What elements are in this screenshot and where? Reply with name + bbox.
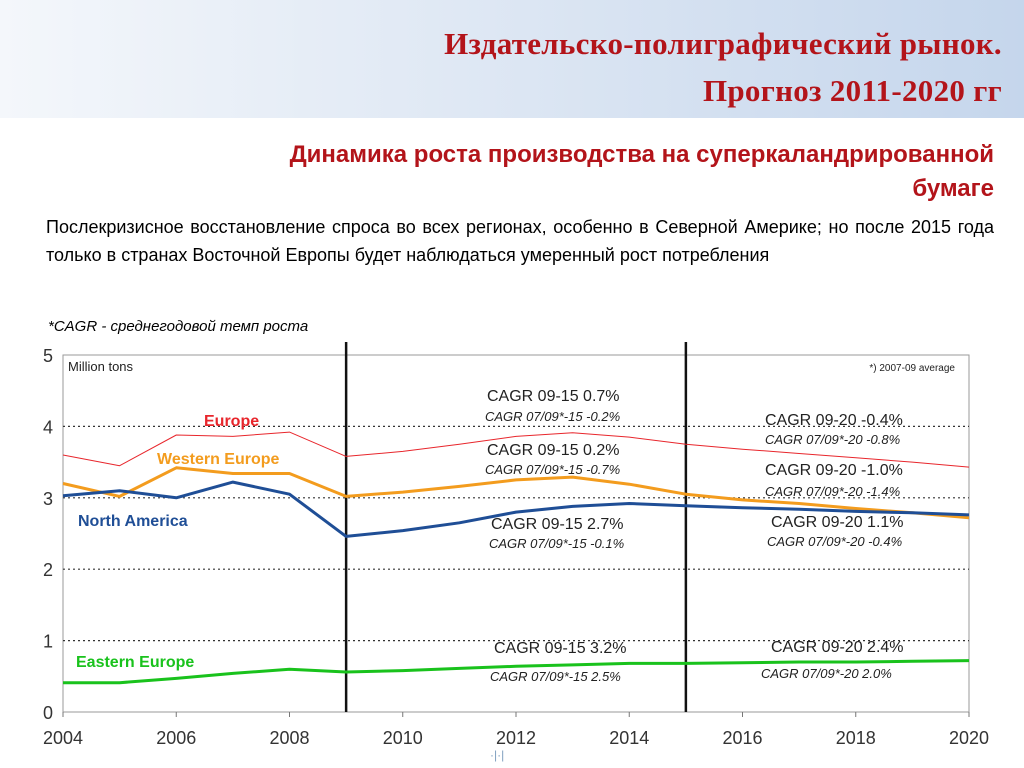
slide-title-line1: Издательско-полиграфический рынок. [444,26,1002,61]
y-tick-label: 4 [43,417,53,437]
y-tick-label: 5 [43,346,53,366]
cagr-annotation: CAGR 09-15 2.7% [491,516,624,533]
footer-mark: ·|·| [490,748,505,762]
cagr-annotation-sub: CAGR 07/09*-15 2.5% [490,669,621,684]
x-tick-label: 2014 [609,728,649,748]
subtitle-line2: бумаге [912,175,994,202]
unit-label: Million tons [68,359,134,374]
cagr-annotation-sub: CAGR 07/09*-20 -1.4% [765,484,900,499]
cagr-annotation: CAGR 09-20 1.1% [771,514,904,531]
series-line [62,431,970,468]
slide-subtitle: Динамика роста производства на суперкала… [60,138,994,206]
plot-frame [62,354,970,713]
y-tick-label: 0 [43,703,53,723]
x-tick-label: 2020 [949,728,989,748]
series-label: Eastern Europe [76,654,194,671]
cagr-annotation: CAGR 09-15 0.7% [487,388,620,405]
x-tick-label: 2004 [43,728,83,748]
subtitle-line1: Динамика роста производства на суперкала… [289,141,994,168]
cagr-annotation: CAGR 09-15 3.2% [494,640,627,657]
series-label: Europe [204,413,259,430]
cagr-annotation: CAGR 09-15 0.2% [487,442,620,459]
series-label: Western Europe [157,451,280,468]
cagr-annotation-sub: CAGR 07/09*-20 -0.4% [767,534,902,549]
series-label: North America [78,513,188,530]
cagr-annotation-sub: CAGR 07/09*-20 2.0% [761,666,892,681]
cagr-annotation-sub: CAGR 07/09*-15 -0.2% [485,409,620,424]
x-tick-label: 2008 [269,728,309,748]
slide-header: Издательско-полиграфический рынок. Прогн… [0,0,1024,118]
cagr-annotation: CAGR 09-20 2.4% [771,639,904,656]
y-tick-label: 3 [43,489,53,509]
x-tick-label: 2010 [383,728,423,748]
x-tick-label: 2016 [722,728,762,748]
description-text: Послекризисное восстановление спроса во … [46,217,994,265]
series-line [63,659,970,685]
cagr-note: *CAGR - среднегодовой темп роста [48,318,309,335]
corner-note: *) 2007-09 average [869,363,955,374]
cagr-annotation: CAGR 09-20 -1.0% [765,462,903,479]
x-tick-label: 2006 [156,728,196,748]
y-tick-label: 1 [43,632,53,652]
y-tick-label: 2 [43,560,53,580]
x-tick-label: 2018 [836,728,876,748]
series-line [62,466,970,520]
cagr-annotation: CAGR 09-20 -0.4% [765,412,903,429]
cagr-annotation-sub: CAGR 07/09*-15 -0.1% [489,536,624,551]
slide-title-line2: Прогноз 2011-2020 гг [702,73,1002,108]
cagr-annotation-sub: CAGR 07/09*-15 -0.7% [485,462,620,477]
series-line [62,480,970,538]
cagr-annotation-sub: CAGR 07/09*-20 -0.8% [765,432,900,447]
x-tick-label: 2012 [496,728,536,748]
